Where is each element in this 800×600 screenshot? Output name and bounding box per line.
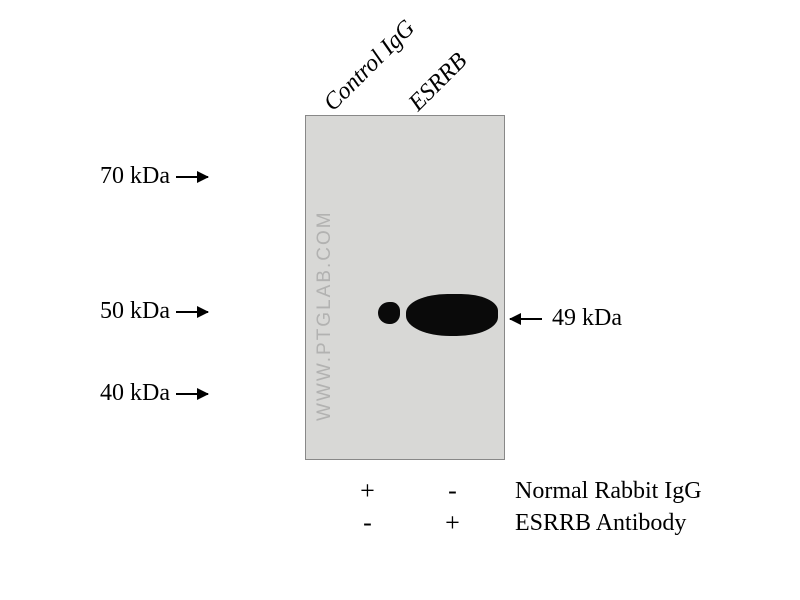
symbol-lane2: +: [410, 508, 495, 538]
lane-label-esrrb: ESRRB: [404, 48, 473, 117]
arrow-right-icon: [176, 311, 208, 313]
arrow-right-icon: [176, 176, 208, 178]
band-lane2: [406, 294, 498, 336]
watermark-text: WWW.PTGLAB.COM: [314, 161, 344, 421]
symbol-lane1: -: [325, 508, 410, 538]
blot-membrane: WWW.PTGLAB.COM: [305, 115, 505, 460]
target-kda: 49 kDa: [552, 305, 622, 332]
target-band-label: 49 kDa: [510, 305, 622, 332]
mw-label-70: 70 kDa: [80, 163, 170, 190]
table-row: - + ESRRB Antibody: [325, 507, 702, 539]
condition-label: ESRRB Antibody: [495, 510, 686, 537]
table-row: + - Normal Rabbit IgG: [325, 475, 702, 507]
western-blot-figure: Control IgG ESRRB WWW.PTGLAB.COM 70 kDa …: [80, 20, 720, 580]
arrow-right-icon: [176, 393, 208, 395]
condition-table: + - Normal Rabbit IgG - + ESRRB Antibody: [325, 475, 702, 539]
symbol-lane2: -: [410, 476, 495, 506]
mw-marker-70: 70 kDa: [80, 163, 208, 190]
lane-label-control: Control IgG: [319, 15, 421, 117]
mw-marker-50: 50 kDa: [80, 298, 208, 325]
mw-label-50: 50 kDa: [80, 298, 170, 325]
mw-label-40: 40 kDa: [80, 380, 170, 407]
band-lane1: [378, 302, 400, 324]
symbol-lane1: +: [325, 476, 410, 506]
mw-marker-40: 40 kDa: [80, 380, 208, 407]
condition-label: Normal Rabbit IgG: [495, 478, 702, 505]
arrow-left-icon: [510, 318, 542, 320]
